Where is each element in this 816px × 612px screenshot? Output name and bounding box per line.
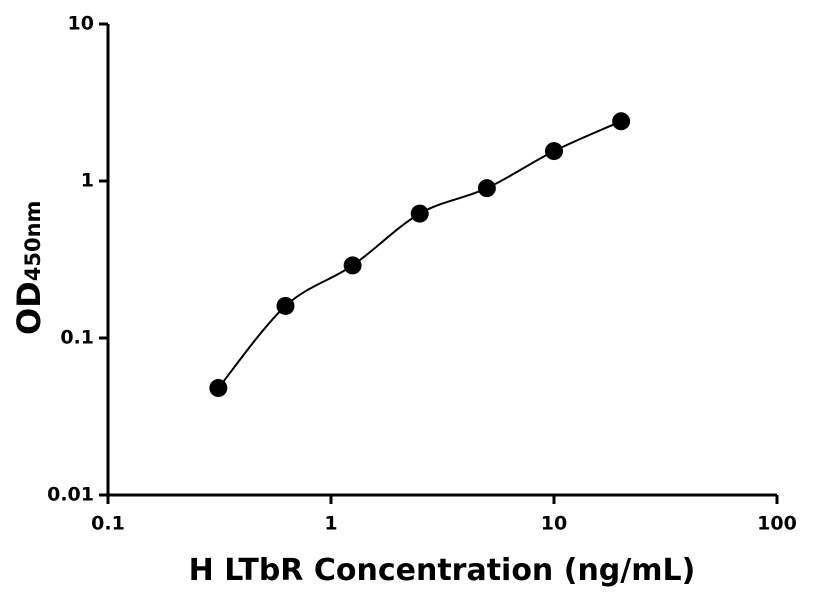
y-axis-label-subscript: 450nm: [21, 201, 45, 282]
x-tick-label: 10: [541, 513, 567, 535]
x-tick-label: 1: [324, 513, 337, 535]
data-point: [410, 204, 429, 223]
x-tick-label: 0.1: [91, 513, 125, 535]
data-point: [276, 296, 295, 315]
y-axis-label-main: OD: [10, 281, 48, 335]
y-tick-label: 0.01: [47, 484, 94, 506]
y-tick-label: 0.1: [60, 327, 94, 349]
data-point: [477, 179, 496, 198]
data-point: [343, 256, 362, 275]
data-point: [545, 142, 563, 161]
x-tick-label: 100: [757, 513, 797, 535]
y-tick-label: 10: [68, 13, 94, 35]
data-point: [209, 379, 228, 398]
y-axis-label: OD450nm: [10, 201, 48, 335]
data-point: [612, 112, 631, 131]
fit-curve: [217, 120, 622, 389]
x-axis-label: H LTbR Concentration (ng/mL): [189, 553, 696, 588]
y-tick-label: 1: [81, 170, 94, 192]
